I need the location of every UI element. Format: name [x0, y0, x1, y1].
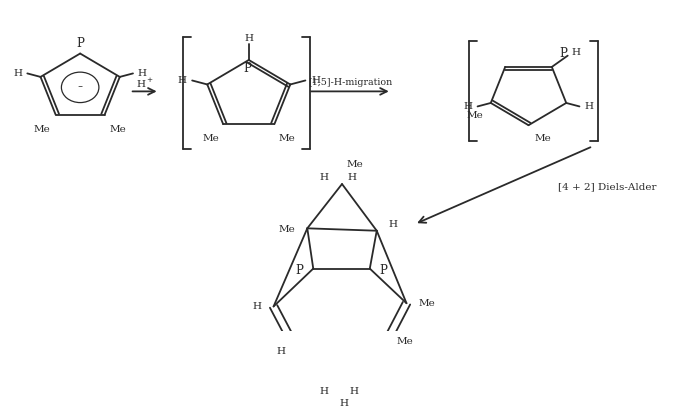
Text: Me: Me — [397, 337, 413, 346]
Text: Me: Me — [34, 125, 51, 134]
Text: H: H — [13, 69, 22, 78]
Text: -: - — [78, 80, 83, 94]
Text: P: P — [559, 47, 568, 60]
Text: H: H — [253, 302, 262, 311]
Text: Me: Me — [278, 226, 296, 235]
Text: P: P — [296, 264, 303, 277]
Text: H: H — [347, 173, 356, 182]
Text: H$^+$: H$^+$ — [136, 77, 154, 90]
Text: H: H — [464, 102, 473, 111]
Text: P: P — [76, 38, 84, 50]
Text: H: H — [311, 76, 320, 85]
Text: Me: Me — [535, 133, 551, 143]
Text: P: P — [243, 62, 251, 75]
Text: H: H — [276, 347, 285, 356]
Text: P: P — [380, 264, 388, 277]
Text: H: H — [350, 386, 359, 395]
Text: H: H — [319, 386, 328, 395]
Text: H: H — [319, 173, 328, 182]
Text: [4 + 2] Diels-Alder: [4 + 2] Diels-Alder — [558, 182, 657, 191]
Text: Me: Me — [278, 134, 295, 143]
Text: H: H — [389, 220, 398, 229]
Text: H: H — [138, 69, 147, 78]
Text: H: H — [340, 399, 349, 408]
Text: Me: Me — [466, 111, 483, 120]
Text: H: H — [584, 102, 593, 111]
Text: [1,5]-H-migration: [1,5]-H-migration — [308, 78, 392, 87]
Text: H: H — [177, 76, 186, 85]
Text: H: H — [572, 48, 581, 57]
Text: Me: Me — [203, 134, 219, 143]
Text: Me: Me — [347, 160, 364, 169]
Text: Me: Me — [418, 299, 435, 308]
Text: Me: Me — [110, 125, 126, 134]
Text: H: H — [245, 34, 254, 43]
